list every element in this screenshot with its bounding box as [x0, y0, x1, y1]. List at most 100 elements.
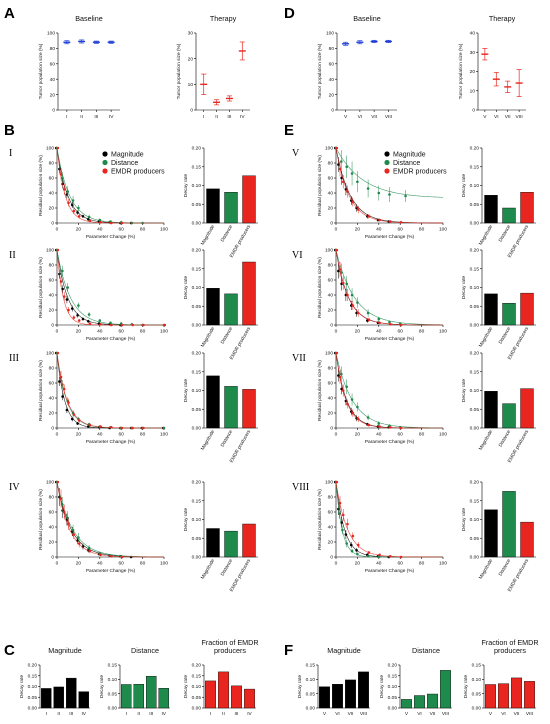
- chart-b-i-scatter-series-1-point-4: [77, 206, 80, 210]
- chart-b-iii-scatter-series-2-point-2: [62, 387, 66, 391]
- chart-a-baseline-title: Baseline: [75, 14, 103, 23]
- chart-e-vi-bar-category-label-1: Distance: [498, 326, 513, 345]
- chart-c-emdr-bar-0: [205, 680, 216, 709]
- chart-e-vi-scatter-ytick-label-4: 80: [328, 263, 334, 269]
- chart-b-iv-bar-bar-0: [206, 528, 220, 558]
- chart-f-distance-category-label-1: VI: [417, 711, 422, 717]
- chart-e-vii-scatter-ytick-label-5: 100: [325, 351, 333, 357]
- chart-b-ii-scatter-series-0-point-7: [87, 319, 90, 323]
- chart-b-i-scatter-series-2-point-3: [67, 201, 70, 205]
- chart-c-distance-y-label: Decay rate: [99, 675, 105, 699]
- chart-d-baseline-title: Baseline: [353, 14, 381, 23]
- chart-b-i-scatter-ytick-label-2: 40: [49, 191, 55, 197]
- chart-f-magnitude-category-label-0: V: [323, 711, 327, 717]
- chart-f-emdr-ytick-label-1: 0.05: [472, 691, 482, 697]
- chart-e-vi-scatter-series-2-point-7: [378, 321, 381, 325]
- chart-d-baseline-category-label-2: VII: [371, 114, 377, 120]
- chart-e-v-scatter-ytick-label-0: 0: [330, 221, 333, 227]
- chart-b-iv-scatter-xtick-label-4: 80: [140, 561, 146, 567]
- chart-b-i-scatter-xtick-label-0: 0: [56, 227, 59, 233]
- chart-b-iii-bar-category-label-1: Distance: [220, 429, 235, 448]
- chart-b-iii-scatter-x-label: Parameter Change (%): [86, 439, 136, 445]
- chart-b-iii-scatter-y-label: Residual population size (%): [38, 360, 44, 421]
- chart-f-emdr-y-label: Decay rate: [463, 675, 469, 699]
- chart-b-iii-bar-bar-2: [242, 389, 256, 429]
- chart-e-vi-scatter-series-1-point-2: [345, 282, 349, 286]
- chart-b-ii-scatter-series-0-point-4: [70, 307, 74, 310]
- chart-c-magnitude-ytick-label-0: 0.00: [28, 706, 38, 712]
- chart-a-baseline-ytick-label-5: 100: [47, 31, 55, 37]
- chart-e-vii-scatter-series-1-fit-line: [335, 352, 444, 429]
- chart-e-vi-bar-bar-2: [520, 292, 534, 326]
- chart-d-baseline-ytick-label-2: 40: [329, 77, 335, 83]
- row-label-vi: VI: [292, 250, 303, 261]
- chart-a-therapy-category-label-0: I: [203, 114, 204, 120]
- chart-e-v-bar-bar-1: [502, 207, 516, 224]
- chart-e-v-scatter-series-1-point-6: [377, 191, 381, 195]
- chart-a-therapy: Therapy 0 10 20 30 Tumor population size (%) I…: [176, 14, 250, 120]
- panel-letter-e: E: [284, 122, 294, 139]
- chart-b-iv-bar-ytick-label-0: 0.00: [192, 555, 202, 561]
- chart-c-emdr-ytick-label-0: 0.00: [192, 706, 202, 712]
- chart-b-i-bar: 0.00 0.05 0.10 0.15 0.20 Decay rate Magnitude D…: [183, 146, 258, 259]
- chart-b-i-bar-ytick-label-2: 0.10: [192, 183, 202, 189]
- chart-e-viii-scatter-series-1-point-1: [337, 512, 341, 515]
- chart-b-ii-scatter-ytick-label-4: 80: [49, 263, 55, 269]
- chart-e-vi-scatter-series-1-point-5: [366, 311, 370, 315]
- chart-e-vi-scatter-ytick-label-1: 20: [328, 308, 334, 314]
- chart-b-ii-scatter-series-2-point-1: [59, 280, 63, 283]
- chart-b-i-scatter-series-2-point-8: [110, 221, 113, 225]
- chart-e-viii-scatter-xtick-label-2: 40: [376, 561, 382, 567]
- chart-f-distance-y-label: Decay rate: [379, 675, 385, 699]
- chart-e-vii-scatter-series-2-point-3: [346, 402, 349, 406]
- chart-b-ii-scatter-series-2-point-0: [56, 248, 60, 252]
- chart-b-iv-scatter-series-2-point-1: [59, 497, 63, 500]
- chart-b-iv-bar-ytick-label-1: 0.05: [192, 536, 202, 542]
- chart-e-v-bar: 0.00 0.05 0.10 0.15 0.20 Decay rate Magnitude D…: [461, 146, 536, 259]
- chart-b-ii-bar: 0.00 0.05 0.10 0.15 0.20 Decay rate Magnitude D…: [183, 248, 258, 361]
- chart-b-ii-scatter-series-1-point-1: [61, 269, 64, 273]
- chart-b-iv-bar-ytick-label-4: 0.20: [192, 480, 202, 486]
- chart-e-vi-scatter-series-2-point-0: [335, 248, 339, 252]
- chart-b-i-scatter-xtick-label-5: 100: [160, 227, 168, 233]
- chart-b-i-bar-y-label: Decay rate: [183, 174, 189, 198]
- chart-e-vii-scatter-series-2-point-9: [399, 426, 403, 430]
- chart-e-vi-bar-category-label-0: Magnitude: [478, 326, 495, 349]
- chart-a-therapy-ytick-label-3: 30: [188, 31, 194, 37]
- chart-e-vii-scatter-xtick-label-2: 40: [376, 432, 382, 438]
- chart-e-viii-bar-category-label-1: Distance: [498, 558, 513, 577]
- chart-e-v-scatter-ytick-label-1: 20: [328, 206, 334, 212]
- chart-b-iii-scatter-ytick-label-3: 60: [49, 381, 55, 387]
- chart-d-baseline-category-label-1: VI: [358, 114, 363, 120]
- chart-e-vii-scatter-y-label: Residual population size (%): [317, 360, 323, 421]
- chart-b-iv-scatter-series-2-point-0: [56, 480, 60, 484]
- row-label-vii: VII: [292, 353, 306, 364]
- chart-e-viii-scatter-series-2-point-5: [356, 543, 360, 547]
- chart-b-i-scatter-series-1-point-6: [98, 218, 102, 222]
- chart-b-ii-scatter-xtick-label-1: 20: [76, 329, 82, 335]
- chart-c-distance-category-label-0: I: [126, 711, 127, 717]
- chart-b-ii-bar-ytick-label-0: 0.00: [192, 323, 202, 329]
- chart-b-iv-scatter-ytick-label-2: 40: [49, 525, 55, 531]
- chart-b-iii-scatter-series-0-point-2: [61, 395, 64, 398]
- legend-b-label-distance: Distance: [111, 160, 138, 167]
- chart-f-magnitude-bar-3: [358, 671, 369, 709]
- chart-e-viii-scatter-ytick-label-1: 20: [328, 540, 334, 546]
- chart-e-vii-scatter-ytick-label-3: 60: [328, 381, 334, 387]
- chart-b-i-scatter-series-1-point-5: [87, 215, 91, 219]
- chart-a-therapy-category-label-2: III: [227, 114, 231, 120]
- chart-c-magnitude-bar-0: [41, 688, 52, 709]
- row-label-ii: II: [9, 250, 16, 261]
- chart-f-emdr-ytick-label-0: 0.00: [472, 706, 482, 712]
- chart-a-therapy-ytick-label-0: 0: [190, 108, 193, 114]
- chart-b-iv-bar-category-label-0: Magnitude: [200, 558, 217, 581]
- chart-e-v-scatter-series-2-point-5: [356, 208, 360, 211]
- chart-e-v-scatter-y-label: Residual population size (%): [317, 155, 323, 216]
- chart-e-viii-scatter-ytick-label-2: 40: [328, 525, 334, 531]
- chart-b-i-scatter-xtick-label-4: 80: [140, 227, 146, 233]
- chart-e-vii-bar: 0.00 0.05 0.10 0.15 0.20 Decay rate Magnitude D…: [461, 351, 536, 464]
- chart-e-vii-scatter-xtick-label-5: 100: [439, 432, 447, 438]
- chart-e-vi-scatter-xtick-label-4: 80: [419, 329, 425, 335]
- chart-b-ii-scatter-xtick-label-0: 0: [56, 329, 59, 335]
- chart-b-i-scatter-xtick-label-2: 40: [97, 227, 103, 233]
